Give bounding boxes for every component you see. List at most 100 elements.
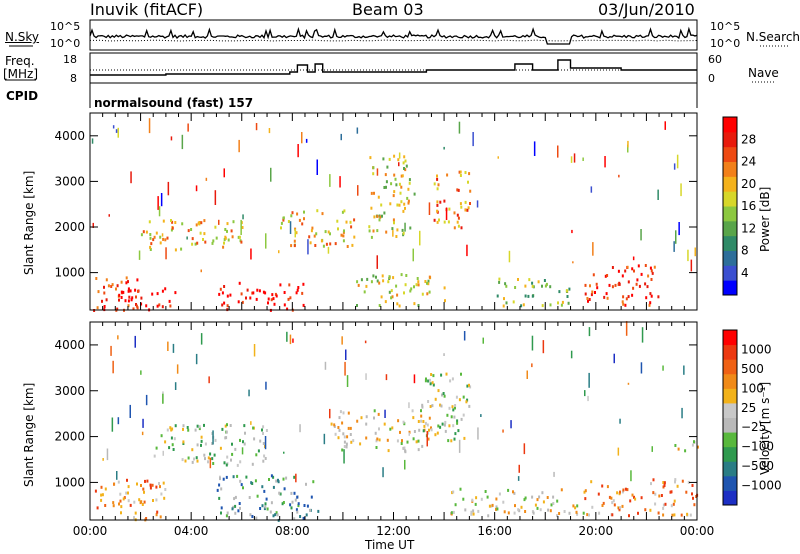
scatter-cell <box>272 475 275 479</box>
scatter-cell <box>531 281 534 285</box>
scatter-cell <box>447 220 450 224</box>
scatter-cell <box>238 281 241 285</box>
scatter-cell <box>302 282 305 286</box>
scatter-streak <box>630 470 632 482</box>
scatter-streak <box>463 331 466 341</box>
scatter-cell <box>693 503 696 507</box>
scatter-cell <box>270 298 273 302</box>
scatter-cell <box>606 485 609 489</box>
scatter-cell <box>368 225 371 229</box>
scatter-streak <box>480 414 482 417</box>
scatter-cell <box>453 226 456 230</box>
scatter-cell <box>400 273 403 277</box>
scatter-cell <box>211 442 214 445</box>
scatter-streak <box>641 327 644 343</box>
nsky-noise-line <box>89 26 698 45</box>
scatter-cell <box>231 452 234 456</box>
scatter-cell <box>400 185 403 189</box>
scatter-cell <box>152 499 154 502</box>
scatter-cell <box>237 235 240 239</box>
scatter-cell <box>520 505 523 509</box>
scatter-cell <box>202 238 204 241</box>
scatter-cell <box>298 218 301 222</box>
scatter-cell <box>634 497 637 501</box>
scatter-cell <box>388 290 391 294</box>
scatter-cell <box>466 398 469 402</box>
scatter-cell <box>495 505 498 509</box>
scatter-cell <box>407 187 410 191</box>
scatter-cell <box>127 491 129 495</box>
scatter-cell <box>439 200 442 204</box>
scatter-cell <box>459 170 462 174</box>
scatter-cell <box>660 494 663 497</box>
scatter-cell <box>356 419 359 423</box>
scatter-cell <box>196 459 199 463</box>
scatter-cell <box>522 303 525 307</box>
scatter-cell <box>138 498 141 502</box>
scatter-cell <box>353 218 356 222</box>
scatter-cell <box>457 216 460 220</box>
scatter-cell <box>134 511 137 515</box>
scatter-cell <box>103 305 106 308</box>
scatter-cell <box>613 503 616 507</box>
scatter-cell <box>103 285 105 289</box>
scatter-cell <box>459 202 462 206</box>
scatter-streak <box>662 365 664 371</box>
scatter-streak <box>214 190 217 205</box>
scatter-cell <box>382 279 385 283</box>
scatter-cell <box>405 274 408 277</box>
scatter-cell <box>474 502 477 506</box>
scatter-cell <box>517 508 520 512</box>
scatter-cell <box>337 426 340 429</box>
scatter-streak <box>613 353 615 364</box>
scatter-cell <box>327 230 330 234</box>
scatter-cell <box>174 424 177 428</box>
scatter-cell <box>255 516 258 520</box>
scatter-cell <box>420 414 423 418</box>
scatter-streak <box>632 256 635 261</box>
scatter-cell <box>408 178 411 182</box>
scatter-streak <box>533 141 536 156</box>
velocity-colorbar: 1000 500 100 25 −25 −100 −500 −1000 <box>722 329 782 506</box>
scatter-cell <box>424 421 427 425</box>
scatter-cell <box>400 174 403 178</box>
scatter-cell <box>372 229 375 233</box>
scatter-cell <box>330 422 333 426</box>
scatter-cell <box>576 504 579 508</box>
scatter-cell <box>443 220 446 224</box>
colorbar-tick-label: 1000 <box>741 342 772 356</box>
scatter-cell <box>127 289 130 293</box>
scatter-cell <box>532 511 535 515</box>
scatter-cell <box>240 292 243 296</box>
scatter-streak <box>297 144 299 158</box>
scatter-streak <box>419 230 421 246</box>
scatter-cell <box>375 446 378 449</box>
scatter-streak <box>588 327 591 337</box>
scatter-cell <box>268 478 270 481</box>
colorbar-swatch <box>723 280 737 296</box>
scatter-cell <box>180 247 183 251</box>
scatter-cell <box>611 285 614 289</box>
scatter-cell <box>370 206 373 210</box>
scatter-cell <box>456 213 459 217</box>
scatter-cell <box>491 503 494 507</box>
scatter-cell <box>264 505 267 509</box>
scatter-cell <box>646 285 649 289</box>
scatter-cell <box>657 511 660 515</box>
scatter-cell <box>437 183 440 187</box>
scatter-cell <box>143 490 145 494</box>
scatter-streak <box>592 242 594 256</box>
scatter-cell <box>100 493 103 497</box>
scatter-cell <box>436 220 439 224</box>
scatter-streak <box>657 189 659 200</box>
scatter-cell <box>612 499 615 503</box>
scatter-cell <box>243 442 246 446</box>
scatter-streak <box>557 145 559 158</box>
scatter-cell <box>462 413 465 417</box>
scatter-streak <box>186 236 188 240</box>
scatter-cell <box>141 503 144 506</box>
scatter-cell <box>226 423 228 427</box>
scatter-cell <box>469 385 472 389</box>
scatter-streak <box>170 136 173 141</box>
